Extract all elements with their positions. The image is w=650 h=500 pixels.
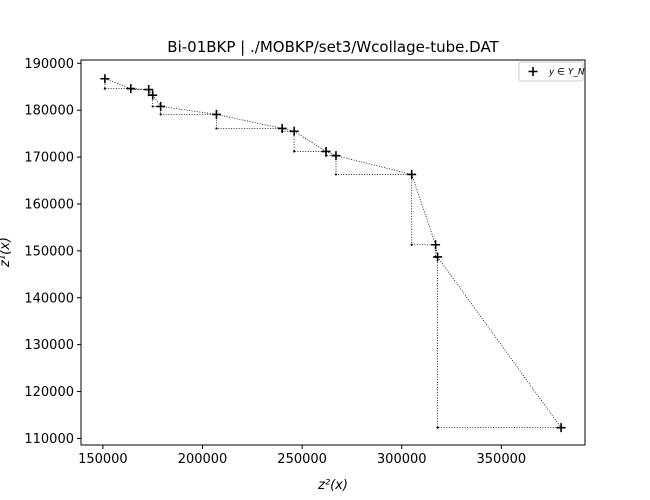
corner-point xyxy=(151,105,154,108)
data-point xyxy=(211,109,221,119)
chart-title: Bi-01BKP | ./MOBKP/set3/Wcollage-tube.DA… xyxy=(167,38,499,56)
y-tick-label: 120000 xyxy=(24,385,74,400)
staircase-connector xyxy=(216,114,283,129)
y-tick-label: 180000 xyxy=(24,104,74,119)
corner-point xyxy=(293,150,296,153)
series-layer xyxy=(100,74,566,433)
corner-point xyxy=(436,426,439,429)
data-point xyxy=(100,74,110,84)
direct-connector xyxy=(282,128,295,132)
plot-area-frame xyxy=(80,59,586,446)
corner-point xyxy=(215,127,218,130)
data-point xyxy=(144,85,154,95)
y-tick-label: 110000 xyxy=(24,432,74,447)
corner-point xyxy=(159,113,162,116)
x-tick-label: 250000 xyxy=(277,452,327,467)
direct-connector xyxy=(435,244,438,258)
corner-point xyxy=(103,87,107,90)
y-axis-label: z¹(x) xyxy=(0,237,13,268)
data-point xyxy=(556,423,566,433)
direct-connector xyxy=(216,114,283,129)
direct-connector xyxy=(104,78,131,89)
legend: y ∈ Y_N xyxy=(518,61,585,82)
corner-point xyxy=(410,243,413,246)
data-point xyxy=(289,126,299,136)
legend-marker xyxy=(528,67,538,76)
y-tick-label: 150000 xyxy=(24,244,74,259)
data-point xyxy=(407,169,417,179)
data-point xyxy=(321,146,331,156)
y-axis: 110000 120000 130000 140000 150000 160000 1700… xyxy=(24,57,81,447)
y-tick-label: 140000 xyxy=(24,291,74,306)
direct-connector xyxy=(411,174,436,245)
data-point xyxy=(156,101,166,111)
direct-connector xyxy=(160,106,217,115)
data-point xyxy=(433,252,443,262)
x-tick-label: 350000 xyxy=(477,452,527,467)
x-axis-label: z²(x) xyxy=(317,478,348,493)
corner-point xyxy=(334,173,338,176)
data-point xyxy=(331,151,341,161)
direct-connector xyxy=(293,130,327,152)
staircase-connector xyxy=(437,256,562,429)
y-tick-label: 190000 xyxy=(24,57,74,72)
y-tick-label: 130000 xyxy=(24,338,74,353)
legend-entry-0: y ∈ Y_N xyxy=(548,68,585,78)
data-point xyxy=(277,123,287,133)
y-tick-label: 160000 xyxy=(24,197,74,212)
x-axis: 150000 200000 250000 300000 350000 xyxy=(78,445,526,467)
staircase-connector xyxy=(152,95,161,107)
legend-box xyxy=(518,61,584,82)
data-point xyxy=(431,240,441,250)
y-tick-label: 170000 xyxy=(24,151,74,166)
direct-connector xyxy=(335,155,412,175)
direct-connector xyxy=(325,151,337,157)
direct-connector xyxy=(437,256,562,428)
direct-connector xyxy=(152,94,162,107)
data-point xyxy=(126,84,136,94)
x-tick-label: 200000 xyxy=(178,452,228,467)
x-tick-label: 300000 xyxy=(377,452,427,467)
data-point xyxy=(148,90,158,100)
x-tick-label: 150000 xyxy=(78,452,128,467)
